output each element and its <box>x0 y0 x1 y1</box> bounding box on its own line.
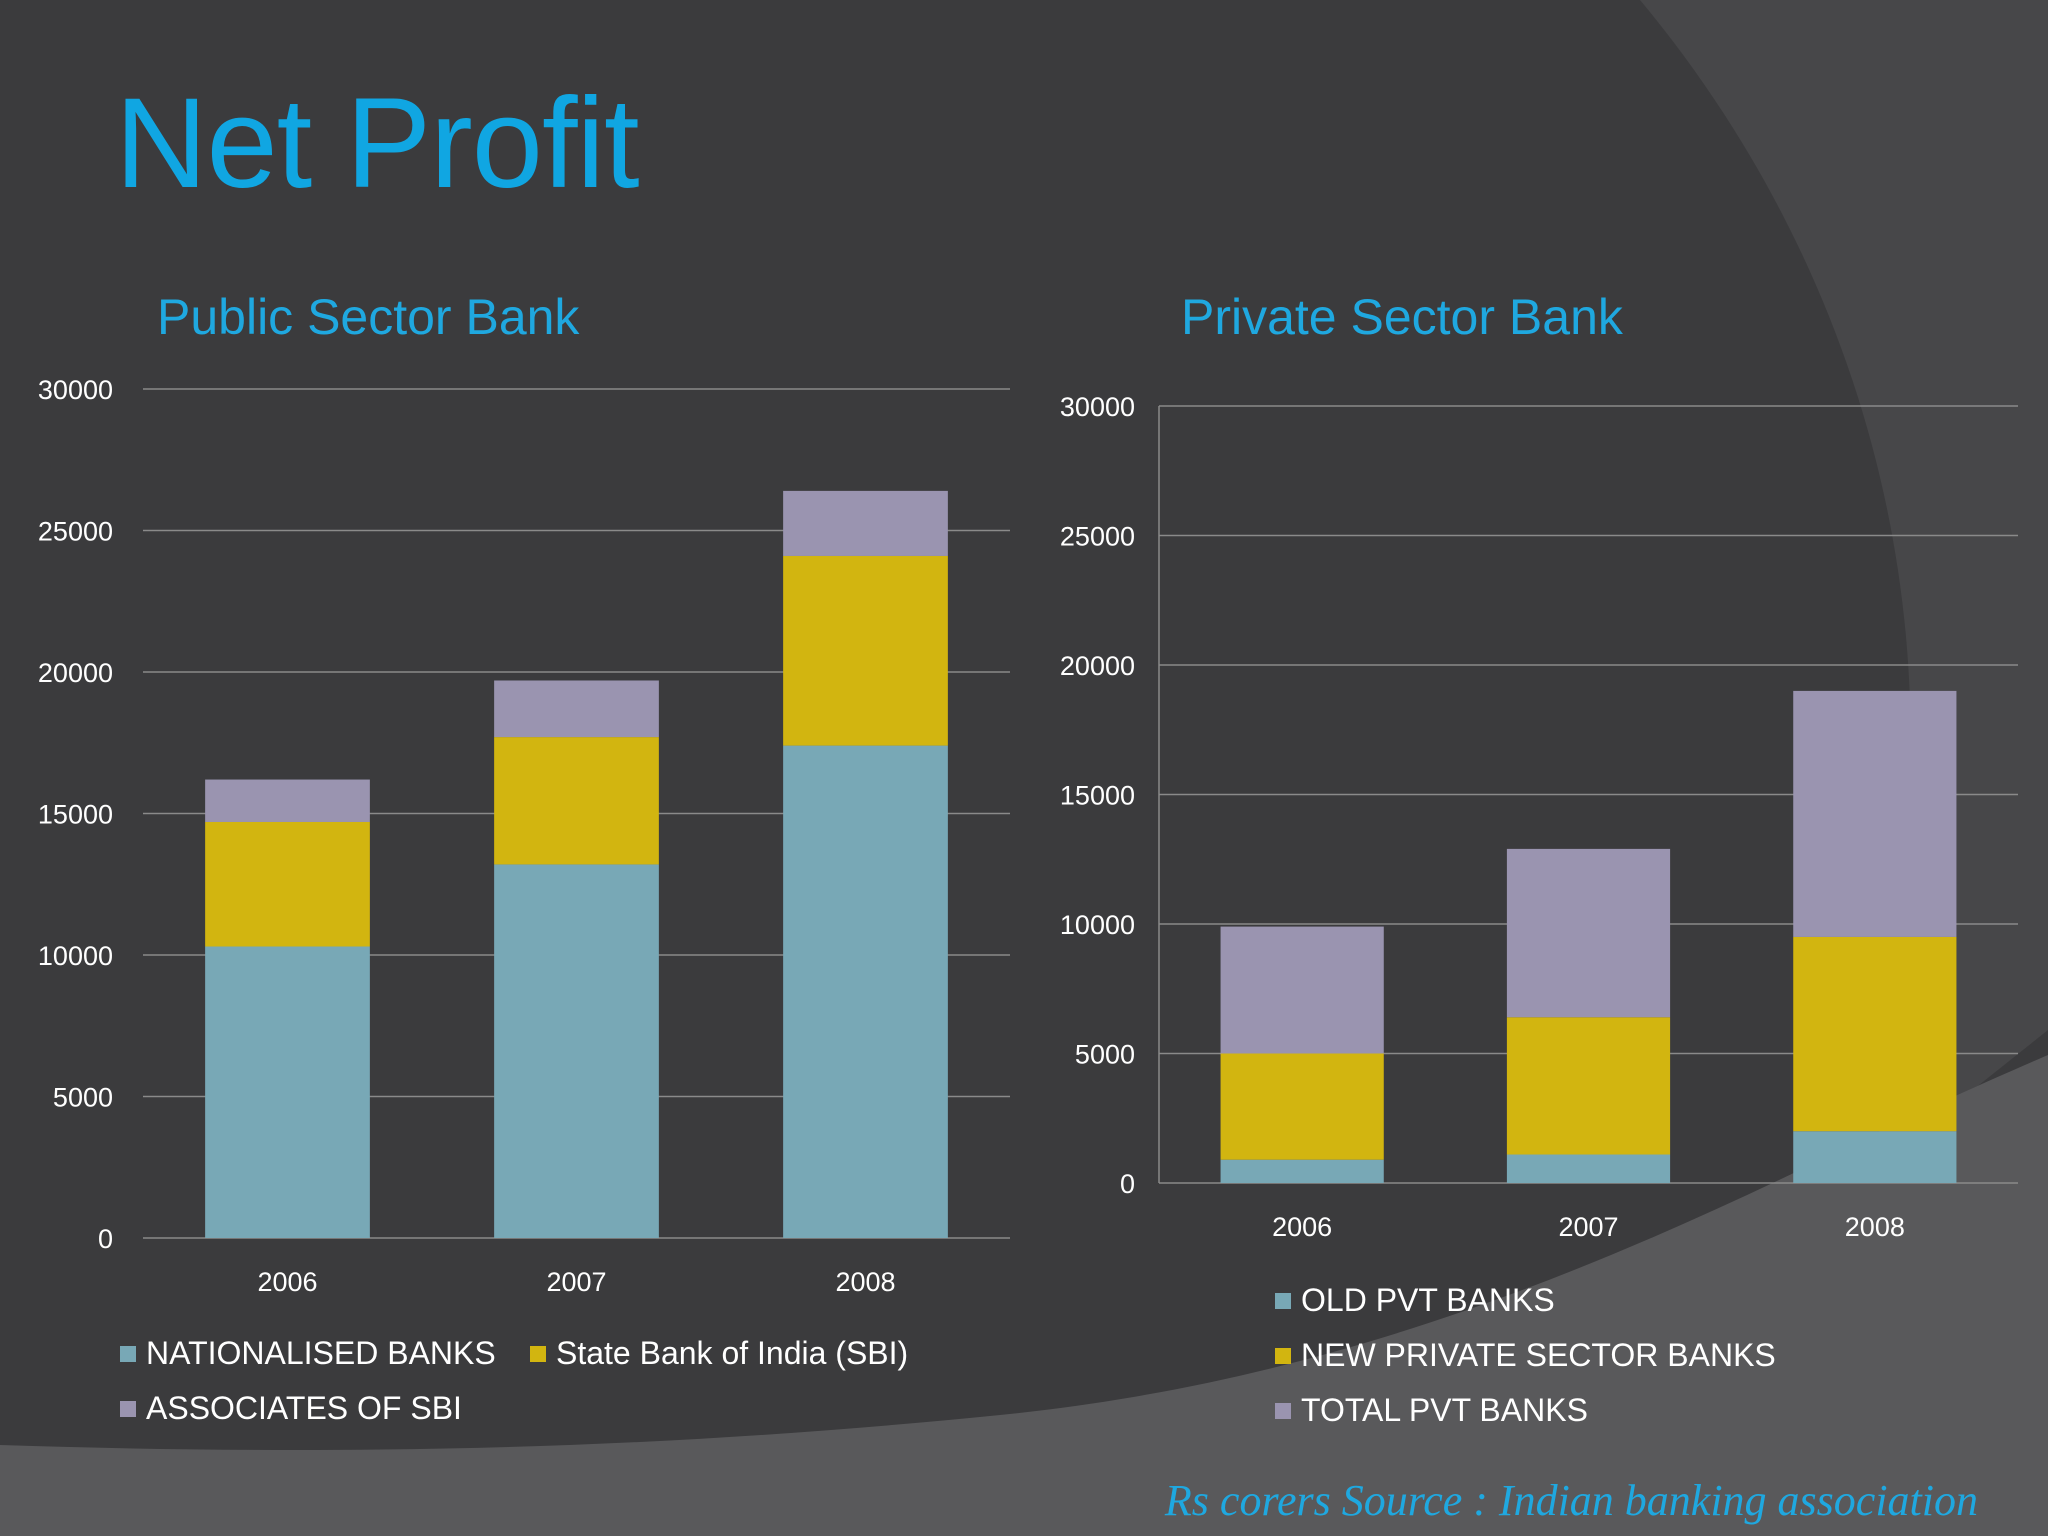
public-sector-legend-label: State Bank of India (SBI) <box>556 1335 909 1371</box>
private-sector-y-tick-label: 15000 <box>1060 781 1135 811</box>
private-sector-legend-swatch <box>1275 1402 1291 1419</box>
private-sector-y-tick-label: 25000 <box>1060 522 1135 552</box>
public-sector-legend-item: State Bank of India (SBI) <box>530 1335 908 1372</box>
private-sector-legend-label: OLD PVT BANKS <box>1301 1282 1555 1318</box>
public-sector-legend-swatch <box>120 1345 136 1362</box>
public-sector-legend-label: ASSOCIATES OF SBI <box>146 1390 462 1426</box>
slide-title: Net Profit <box>115 72 639 215</box>
public-sector-legend-item: ASSOCIATES OF SBI <box>120 1390 462 1427</box>
public-sector-legend-swatch <box>530 1345 546 1362</box>
public-sector-bar-2007-series-2 <box>494 737 659 865</box>
private-sector-bar-2008-series-3 <box>1793 690 1957 937</box>
private-sector-bar-2007-series-2 <box>1506 1017 1671 1155</box>
public-sector-bar-2006-series-3 <box>205 779 370 822</box>
public-sector-bar-2006-series-1 <box>205 946 370 1238</box>
private-sector-legend-item: TOTAL PVT BANKS <box>1275 1392 1588 1429</box>
public-sector-legend-item: NATIONALISED BANKS <box>120 1335 496 1372</box>
private-sector-bar-2006-series-2 <box>1220 1053 1384 1160</box>
private-sector-legend-swatch <box>1275 1347 1291 1364</box>
private-sector-legend-swatch <box>1275 1292 1291 1309</box>
public-sector-y-tick-label: 0 <box>98 1224 113 1254</box>
public-sector-chart-title: Public Sector Bank <box>157 289 580 345</box>
private-sector-bar-2006-series-1 <box>1220 1159 1384 1183</box>
public-sector-y-tick-label: 5000 <box>53 1083 113 1113</box>
private-sector-legend-item: NEW PRIVATE SECTOR BANKS <box>1275 1337 1776 1374</box>
private-sector-bar-2008-series-2 <box>1793 936 1957 1132</box>
public-sector-y-tick-label: 10000 <box>38 941 113 971</box>
public-sector-legend-label: NATIONALISED BANKS <box>146 1335 496 1371</box>
public-sector-y-tick-label: 15000 <box>38 800 113 830</box>
public-sector-x-tick-label: 2007 <box>546 1267 606 1297</box>
private-sector-y-tick-label: 30000 <box>1060 392 1135 422</box>
private-sector-x-tick-label: 2006 <box>1272 1212 1332 1242</box>
public-sector-y-tick-label: 30000 <box>38 375 113 405</box>
source-note: Rs corers Source : Indian banking associ… <box>1164 1476 1978 1525</box>
public-sector-y-tick-label: 20000 <box>38 658 113 688</box>
private-sector-x-tick-label: 2007 <box>1558 1212 1618 1242</box>
public-sector-x-tick-label: 2008 <box>835 1267 895 1297</box>
private-sector-legend-item: OLD PVT BANKS <box>1275 1282 1555 1319</box>
public-sector-bar-2006-series-2 <box>205 821 370 947</box>
private-sector-x-tick-label: 2008 <box>1845 1212 1905 1242</box>
private-sector-chart-title: Private Sector Bank <box>1181 289 1623 345</box>
public-sector-bar-2007-series-3 <box>494 680 659 738</box>
private-sector-bar-2007-series-1 <box>1506 1154 1671 1183</box>
public-sector-y-tick-label: 25000 <box>38 517 113 547</box>
private-sector-legend-label: TOTAL PVT BANKS <box>1301 1392 1588 1428</box>
public-sector-x-tick-label: 2006 <box>257 1267 317 1297</box>
private-sector-y-tick-label: 10000 <box>1060 910 1135 940</box>
private-sector-bar-2006-series-3 <box>1220 926 1384 1054</box>
public-sector-legend-swatch <box>120 1400 136 1417</box>
private-sector-y-tick-label: 5000 <box>1075 1040 1135 1070</box>
public-sector-bar-2008-series-1 <box>783 745 948 1238</box>
private-sector-bar-2007-series-3 <box>1506 848 1671 1018</box>
private-sector-y-tick-label: 0 <box>1120 1169 1135 1199</box>
private-sector-y-tick-label: 20000 <box>1060 651 1135 681</box>
background-curve-bottom <box>0 1055 2048 1536</box>
public-sector-bar-2007-series-1 <box>494 864 659 1238</box>
public-sector-bar-2008-series-3 <box>783 490 948 556</box>
private-sector-legend-label: NEW PRIVATE SECTOR BANKS <box>1301 1337 1776 1373</box>
private-sector-bar-2008-series-1 <box>1793 1131 1957 1183</box>
public-sector-bar-2008-series-2 <box>783 555 948 746</box>
